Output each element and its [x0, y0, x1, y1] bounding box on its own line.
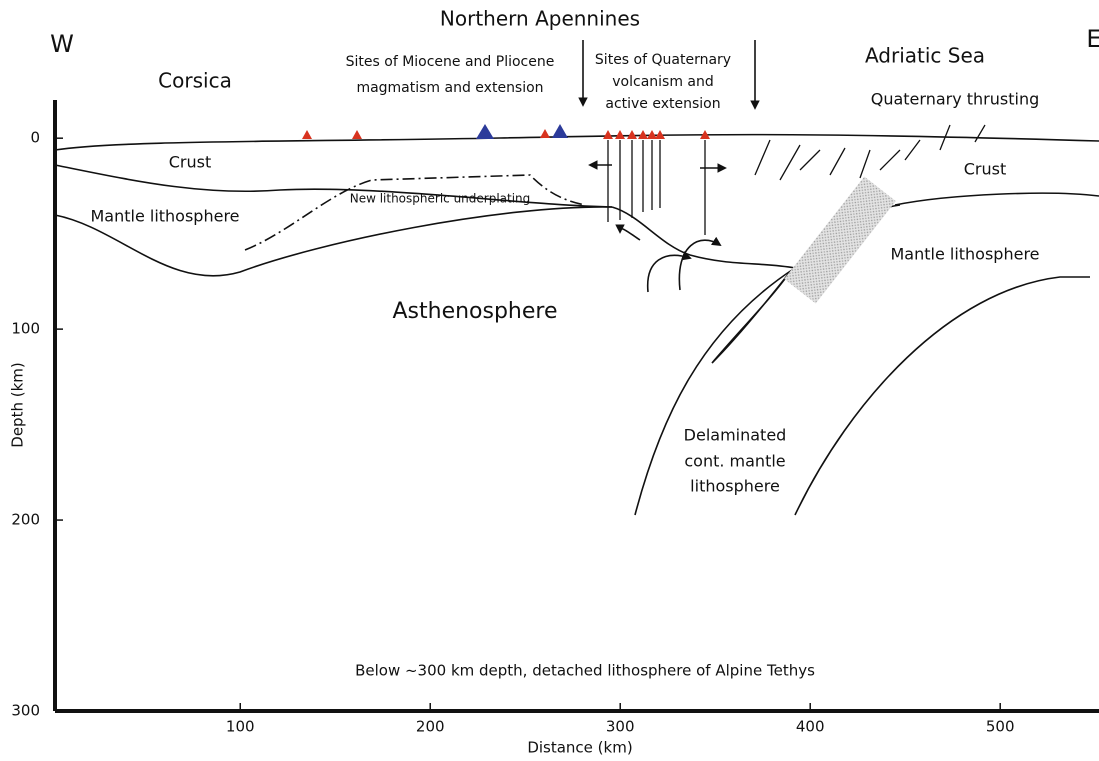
flow-arrow: [620, 229, 640, 240]
label: E: [1086, 25, 1099, 53]
labels: W E Northern Apennines Corsica Adriatic …: [50, 7, 1099, 680]
y-axis-label: Depth (km): [9, 362, 27, 447]
x-tick-label: 300: [606, 718, 635, 736]
label: Corsica: [158, 69, 232, 93]
label: magmatism and extension: [356, 80, 543, 96]
y-tick-label: 100: [11, 320, 40, 338]
label: volcanism and: [612, 74, 714, 90]
cross-section: Depth (km) Distance (km) W E Northern Ap…: [0, 0, 1099, 761]
slab-lens: [712, 272, 790, 363]
label: Below ~300 km depth, detached lithospher…: [355, 662, 815, 680]
moho-east: [895, 193, 1099, 205]
x-tick-label: 500: [986, 718, 1015, 736]
label: W: [50, 30, 74, 58]
lithosphere-east: [795, 277, 1090, 515]
flow-arrow: [679, 240, 720, 290]
y-tick-label: 200: [11, 511, 40, 529]
label: lithosphere: [690, 477, 780, 496]
volcanoes: [302, 124, 710, 139]
label: Mantle lithosphere: [90, 207, 239, 226]
x-axis-label: Distance (km): [527, 739, 632, 757]
label: Sites of Miocene and Pliocene: [346, 54, 555, 70]
delamination-top: [612, 207, 795, 268]
label: New lithospheric underplating: [350, 192, 531, 206]
y-tick-label: 0: [30, 129, 40, 147]
label: active extension: [605, 96, 720, 112]
flow-arrow: [648, 255, 690, 292]
x-tick-label: 400: [796, 718, 825, 736]
label: Crust: [964, 160, 1007, 179]
label: Sites of Quaternary: [595, 52, 731, 68]
label: Delaminated: [684, 426, 787, 445]
label: Asthenosphere: [392, 299, 557, 324]
y-tick-label: 300: [11, 702, 40, 720]
geology: [55, 40, 1099, 515]
label: Adriatic Sea: [865, 44, 985, 68]
x-tick-label: 200: [416, 718, 445, 736]
stippled-zone: [784, 176, 896, 303]
label: Mantle lithosphere: [890, 245, 1039, 264]
underplating: [245, 175, 585, 250]
label: cont. mantle: [684, 452, 785, 471]
label: Crust: [169, 153, 212, 172]
x-tick-label: 100: [226, 718, 255, 736]
dikes: [608, 125, 985, 235]
label: Quaternary thrusting: [871, 90, 1040, 109]
label: Northern Apennines: [440, 7, 640, 31]
